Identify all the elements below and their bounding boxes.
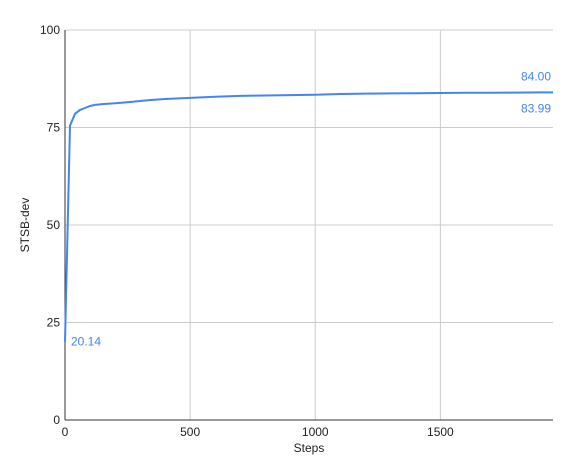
x-tick-label: 500 <box>180 425 200 439</box>
x-tick-label: 1000 <box>302 425 329 439</box>
y-tick-label: 100 <box>40 23 60 37</box>
series-line <box>64 91 553 342</box>
y-axis-ticks: 0 25 50 75 100 <box>40 23 60 427</box>
grid <box>65 29 553 421</box>
x-tick-label: 0 <box>62 425 69 439</box>
y-tick-label: 0 <box>53 413 60 427</box>
y-tick-label: 25 <box>47 316 61 330</box>
y-tick-label: 75 <box>47 121 61 135</box>
data-label: 83.99 <box>521 101 551 115</box>
data-label: 20.14 <box>71 334 101 348</box>
x-axis-title: Steps <box>294 441 325 455</box>
y-tick-label: 50 <box>47 218 61 232</box>
data-labels: 20.14 84.00 83.99 <box>71 69 551 348</box>
x-axis-ticks: 0 500 1000 1500 <box>62 425 454 439</box>
y-axis-title: STSB-dev <box>18 198 32 253</box>
data-label: 84.00 <box>521 69 551 83</box>
x-tick-label: 1500 <box>427 425 454 439</box>
